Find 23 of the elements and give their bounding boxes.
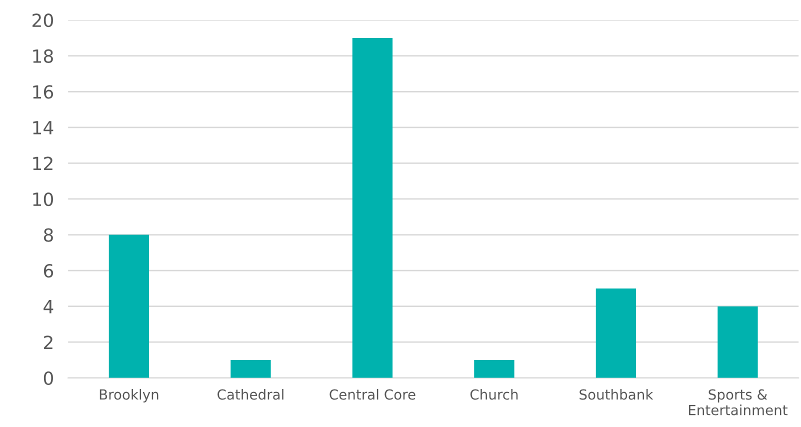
y-tick-label: 12 [33, 156, 52, 170]
y-tick-label: 18 [33, 49, 53, 63]
x-tick-label: Southbank [580, 389, 654, 400]
bar [474, 360, 514, 378]
y-tick-label: 16 [33, 85, 54, 99]
bar [352, 38, 393, 378]
y-tick-label: 6 [44, 264, 54, 278]
bar [596, 288, 636, 378]
x-tick-label: Cathedral [218, 389, 284, 400]
x-tick-label: Sports & Entertainment [688, 389, 788, 416]
bar [230, 360, 271, 378]
x-tick-label: Brooklyn [100, 389, 158, 402]
bar [108, 234, 150, 378]
y-tick-label: 4 [44, 300, 54, 314]
y-tick-label: 20 [32, 14, 53, 28]
x-tick-label: Church [470, 389, 518, 400]
y-tick-label: 0 [44, 371, 53, 386]
y-tick-label: 14 [33, 121, 54, 134]
bar [718, 306, 758, 378]
y-tick-label: 10 [33, 192, 53, 206]
x-tick-label: Central Core [330, 389, 416, 400]
y-tick-label: 8 [44, 228, 53, 242]
y-tick-label: 2 [44, 336, 52, 349]
